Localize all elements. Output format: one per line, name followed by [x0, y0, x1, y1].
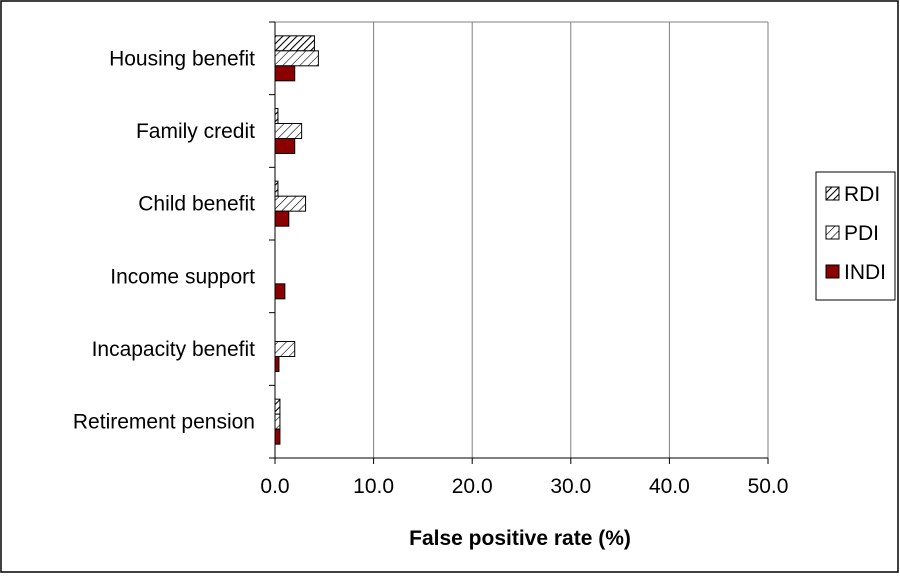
bar-pdi	[274, 50, 319, 67]
y-tick-label: Housing benefit	[109, 47, 255, 70]
bar-rdi	[274, 35, 315, 52]
bar-pdi	[274, 341, 296, 357]
legend-label: INDI	[844, 261, 886, 284]
x-tick-label: 50.0	[748, 475, 789, 498]
bar-pdi	[274, 123, 303, 139]
legend-swatch-indi	[825, 264, 840, 279]
legend-label: RDI	[844, 183, 880, 206]
x-axis-label: False positive rate (%)	[409, 527, 631, 550]
x-tick-label: 0.0	[260, 475, 289, 498]
y-tick-label: Income support	[110, 265, 255, 288]
bar-indi	[274, 356, 280, 372]
bar-indi	[274, 210, 290, 227]
bar-indi	[274, 428, 281, 445]
x-tick-label: 40.0	[649, 475, 690, 498]
bar-indi	[274, 283, 286, 300]
bar-indi	[274, 138, 296, 154]
legend-swatch-rdi	[825, 186, 840, 201]
x-tick-label: 20.0	[452, 475, 493, 498]
x-tick-label: 30.0	[550, 475, 591, 498]
y-tick-label: Incapacity benefit	[92, 338, 256, 361]
x-tick-label: 10.0	[353, 475, 394, 498]
y-tick-label: Retirement pension	[73, 411, 255, 434]
legend-swatch-pdi	[825, 225, 840, 240]
bar-pdi	[274, 413, 281, 430]
bar-pdi	[274, 195, 307, 212]
bar-indi	[274, 65, 296, 82]
y-tick-label: Family credit	[136, 120, 255, 143]
legend-label: PDI	[844, 222, 879, 245]
y-tick-label: Child benefit	[138, 193, 255, 216]
bar-rdi	[274, 398, 281, 415]
